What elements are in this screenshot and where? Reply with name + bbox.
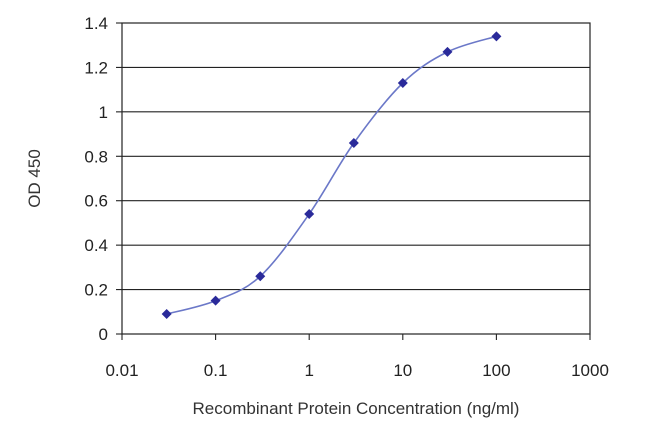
y-tick-label: 0.2 xyxy=(84,281,108,300)
x-tick-label: 0.1 xyxy=(204,361,228,380)
grid-lines xyxy=(122,66,590,291)
series-line xyxy=(166,35,497,315)
y-tick-label: 1 xyxy=(99,103,108,122)
data-point xyxy=(348,137,359,148)
x-axis-label: Recombinant Protein Concentration (ng/ml… xyxy=(193,399,520,418)
data-points xyxy=(161,31,502,320)
data-point xyxy=(161,309,172,320)
data-point xyxy=(491,31,502,42)
y-tick-label: 0.4 xyxy=(84,236,108,255)
y-tick-label: 0 xyxy=(99,325,108,344)
y-tick-label: 0.6 xyxy=(84,192,108,211)
x-tick-label: 0.01 xyxy=(105,361,138,380)
x-tick-label: 1 xyxy=(304,361,313,380)
plot-area xyxy=(121,22,591,335)
y-tick-label: 0.8 xyxy=(84,147,108,166)
y-tick-label: 1.2 xyxy=(84,58,108,77)
data-point xyxy=(255,271,266,282)
data-point xyxy=(304,209,315,220)
data-point xyxy=(442,46,453,57)
x-tick-label: 10 xyxy=(393,361,412,380)
y-tick-label: 1.4 xyxy=(84,14,108,33)
y-axis-label: OD 450 xyxy=(25,149,44,208)
x-tick-label: 1000 xyxy=(571,361,609,380)
data-point xyxy=(397,77,408,88)
x-tick-label: 100 xyxy=(482,361,510,380)
x-axis: 0.01 0.1 1 10 100 1000 xyxy=(105,334,609,380)
y-axis: 0 0.2 0.4 0.6 0.8 1 1.2 1.4 xyxy=(84,14,122,344)
data-point xyxy=(210,295,221,306)
